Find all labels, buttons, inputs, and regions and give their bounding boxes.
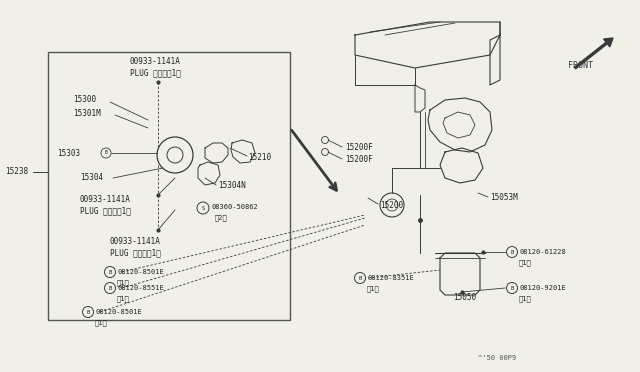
Text: 15238: 15238	[5, 167, 28, 176]
Text: 15200: 15200	[380, 201, 403, 209]
Text: B: B	[86, 310, 90, 314]
Text: B: B	[510, 285, 514, 291]
Text: 15300: 15300	[73, 96, 96, 105]
Text: 08360-50862: 08360-50862	[211, 204, 258, 210]
Text: 00933-1141A: 00933-1141A	[110, 237, 161, 247]
Text: 08120-9201E: 08120-9201E	[519, 285, 566, 291]
Text: （1）: （1）	[519, 296, 532, 302]
FancyArrow shape	[574, 38, 613, 69]
Text: 08120-61228: 08120-61228	[519, 249, 566, 255]
Text: （1）: （1）	[519, 260, 532, 266]
Text: PLUG プラグ（1）: PLUG プラグ（1）	[80, 206, 131, 215]
Text: ^'50 00P9: ^'50 00P9	[478, 355, 516, 361]
Text: 15053M: 15053M	[490, 193, 518, 202]
Text: S: S	[202, 205, 205, 211]
Bar	[48, 52, 290, 320]
Text: B: B	[510, 250, 514, 254]
Text: （1）: （1）	[117, 280, 130, 286]
Text: 15304: 15304	[80, 173, 103, 183]
Text: B: B	[104, 151, 108, 155]
Text: 08120-8551E: 08120-8551E	[117, 285, 164, 291]
Text: B: B	[108, 285, 111, 291]
Text: 08120-8501E: 08120-8501E	[117, 269, 164, 275]
Text: 00933-1141A: 00933-1141A	[129, 58, 180, 67]
Text: PLUG プラグ（1）: PLUG プラグ（1）	[129, 68, 180, 77]
Text: （1）: （1）	[95, 320, 108, 326]
Text: B: B	[358, 276, 362, 280]
Text: B: B	[108, 269, 111, 275]
Text: 15210: 15210	[248, 154, 271, 163]
Text: （1）: （1）	[117, 296, 130, 302]
Text: FRONT: FRONT	[568, 61, 593, 70]
Text: 00933-1141A: 00933-1141A	[80, 196, 131, 205]
Text: 15200F: 15200F	[345, 144, 372, 153]
Text: PLUG プラグ（1）: PLUG プラグ（1）	[110, 248, 161, 257]
Text: 15200F: 15200F	[345, 155, 372, 164]
Text: 15304N: 15304N	[218, 182, 246, 190]
Text: 15303: 15303	[57, 148, 80, 157]
Text: （1）: （1）	[367, 286, 380, 292]
Text: 15301M: 15301M	[73, 109, 100, 118]
Text: （2）: （2）	[215, 215, 228, 221]
Text: 15050: 15050	[453, 292, 476, 301]
Text: 08120-8501E: 08120-8501E	[95, 309, 141, 315]
Text: 08120-8351E: 08120-8351E	[367, 275, 413, 281]
